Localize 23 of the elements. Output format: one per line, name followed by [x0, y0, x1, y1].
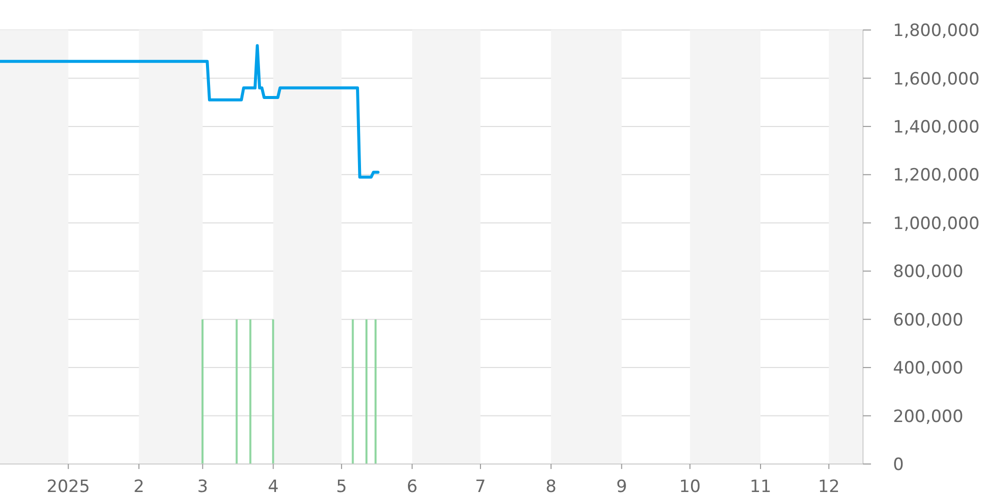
y-tick-label: 600,000	[893, 310, 964, 330]
line-series	[0, 44, 380, 179]
x-tick-label: 5	[336, 477, 347, 498]
x-tick-label: 2	[133, 477, 144, 498]
y-tick-label: 1,800,000	[893, 21, 980, 42]
x-tick-label: 12	[818, 477, 840, 498]
x-tick-label: 10	[679, 477, 701, 498]
x-tick-label: 6	[406, 477, 418, 498]
y-tick-label: 400,000	[893, 358, 964, 379]
y-tick-label: 1,000,000	[893, 214, 980, 234]
x-tick-label: 7	[475, 477, 486, 498]
y-tick-label: 200,000	[893, 406, 964, 427]
y-tick-label: 1,600,000	[893, 69, 980, 90]
x-tick-label: 9	[616, 477, 628, 498]
y-tick-label: 1,400,000	[893, 117, 980, 138]
x-tick-label: 2025	[46, 477, 90, 498]
x-tick-label: 11	[750, 477, 772, 498]
y-tick-label: 800,000	[893, 262, 964, 282]
x-tick-label: 3	[197, 477, 208, 498]
y-tick-label: 1,200,000	[893, 166, 980, 186]
x-tick-label: 4	[268, 477, 279, 498]
y-tick-label: 0	[893, 455, 904, 476]
x-tick-label: 8	[546, 477, 556, 498]
